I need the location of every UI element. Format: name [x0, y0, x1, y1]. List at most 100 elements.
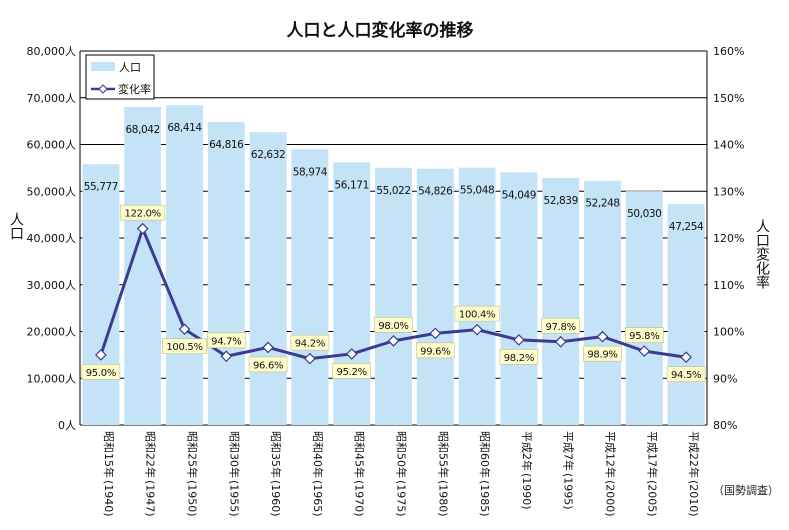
rate-label-box	[415, 342, 455, 359]
x-tick-era: 昭和40年	[311, 431, 325, 478]
rate-label: 98.0%	[378, 321, 408, 332]
x-tick-year: (1960)	[269, 480, 282, 517]
y-right-tick-label: 160%	[713, 45, 744, 58]
bar-value-label: 52,839	[544, 195, 578, 207]
rate-marker	[513, 334, 525, 346]
x-tick-year: (1955)	[227, 480, 240, 517]
y-right-tick-label: 90%	[713, 372, 737, 385]
y-left-tick-label: 20,000人	[27, 326, 77, 339]
bar-value-label: 64,816	[209, 139, 244, 151]
rate-label: 95.2%	[337, 367, 367, 378]
x-tick-era: 昭和22年	[144, 431, 158, 478]
x-tick-label: 昭和40年 (1965)	[311, 431, 325, 517]
bar	[625, 191, 663, 425]
x-tick-year: (1965)	[311, 480, 324, 517]
y-left-tick-label: 40,000人	[27, 232, 77, 245]
rate-label: 95.0%	[86, 368, 116, 379]
bar-value-label: 55,777	[84, 181, 118, 193]
source-note: （国勢調査）	[713, 483, 779, 497]
rate-label: 95.8%	[629, 331, 659, 342]
bar	[458, 167, 496, 425]
rate-marker	[220, 350, 233, 363]
bar-value-label: 68,042	[126, 124, 160, 136]
x-tick-era: 昭和30年	[227, 431, 241, 478]
bar	[82, 164, 120, 425]
y-right-tick-label: 110%	[713, 279, 744, 292]
bar-value-label: 55,022	[376, 185, 410, 197]
bar	[584, 180, 621, 425]
rate-marker	[304, 352, 316, 365]
x-tick-label: 昭和15年 (1940)	[102, 431, 116, 517]
bar	[207, 121, 245, 425]
rate-label: 98.2%	[504, 353, 534, 364]
axes-layer: 0人 80% 10,000人 90% 20,000人 100% 30,000人 110% 40,…	[8, 45, 770, 517]
rate-label-box	[290, 334, 330, 351]
line-layer	[95, 222, 692, 365]
bar-value-label: 50,030	[627, 208, 661, 220]
bar-value-label: 62,632	[251, 149, 285, 161]
rate-marker	[345, 348, 358, 360]
x-tick-label: 平成7年 (1995)	[562, 431, 576, 510]
bar-value-label: 54,826	[418, 186, 453, 198]
x-tick-era: 昭和50年	[395, 431, 409, 478]
y-right-tick-label: 120%	[713, 232, 744, 245]
rate-label-box	[162, 338, 208, 354]
rate-label: 100.5%	[166, 342, 202, 353]
x-tick-era: 平成17年	[645, 431, 659, 478]
x-tick-year: (1975)	[395, 480, 408, 517]
x-tick-era: 平成7年	[562, 431, 576, 471]
rate-label-box	[374, 317, 413, 333]
x-tick-era: 昭和35年	[269, 431, 283, 478]
x-tick-label: 平成2年 (1990)	[520, 431, 534, 510]
x-tick-year: (1980)	[436, 480, 449, 517]
x-tick-label: 平成12年 (2000)	[604, 431, 618, 517]
labels-layer: 55,777 68,042 68,414 64,816 62,632 58,974 56,1…	[81, 122, 706, 383]
rate-marker	[262, 341, 274, 354]
x-tick-era: 昭和45年	[353, 431, 367, 478]
rate-label-box	[332, 363, 372, 379]
x-tick-label: 昭和55年 (1980)	[436, 431, 450, 517]
rate-marker	[136, 222, 149, 235]
x-tick-year: (1970)	[353, 480, 366, 517]
y-left-tick-label: 0人	[58, 419, 76, 432]
rate-marker	[429, 327, 442, 340]
y-left-axis-title: 人口	[8, 212, 24, 240]
rate-label-box	[583, 345, 622, 362]
rate-label: 97.8%	[546, 322, 576, 333]
y-left-tick-label: 10,000人	[27, 372, 77, 385]
bar-value-label: 55,048	[460, 185, 494, 197]
bar-value-label: 47,254	[669, 221, 704, 233]
x-tick-label: 昭和25年 (1950)	[186, 431, 200, 517]
rate-label: 94.7%	[211, 336, 241, 347]
y-right-tick-label: 140%	[713, 139, 744, 152]
rate-marker	[680, 351, 692, 364]
y-left-tick-label: 60,000人	[27, 139, 77, 152]
rate-label-box	[666, 366, 706, 383]
bar	[542, 177, 580, 425]
x-tick-era: 昭和60年	[478, 431, 492, 478]
rate-label-box	[120, 204, 166, 221]
rate-label-box	[207, 332, 246, 349]
y-left-tick-label: 50,000人	[27, 185, 77, 198]
rate-marker	[387, 335, 400, 347]
bars-layer	[82, 105, 705, 425]
rate-label: 96.6%	[253, 360, 283, 371]
legend-marker	[98, 84, 108, 94]
bar	[291, 149, 329, 425]
y-right-tick-label: 100%	[713, 326, 744, 339]
x-tick-year: (1940)	[102, 480, 115, 517]
x-tick-label: 平成17年 (2005)	[645, 431, 659, 517]
x-tick-era: 平成2年	[520, 431, 534, 471]
x-tick-era: 昭和15年	[102, 431, 116, 478]
x-tick-year: (1990)	[520, 473, 533, 510]
x-tick-year: (1985)	[478, 480, 491, 517]
rate-label: 94.5%	[671, 370, 701, 381]
rate-marker	[471, 323, 483, 336]
x-tick-year: (2005)	[645, 480, 658, 517]
rate-label-box	[624, 327, 664, 343]
bar-value-label: 68,414	[167, 122, 202, 134]
x-tick-era: 平成12年	[604, 431, 618, 478]
x-tick-label: 昭和45年 (1970)	[353, 431, 367, 517]
rate-label-box	[81, 364, 121, 380]
